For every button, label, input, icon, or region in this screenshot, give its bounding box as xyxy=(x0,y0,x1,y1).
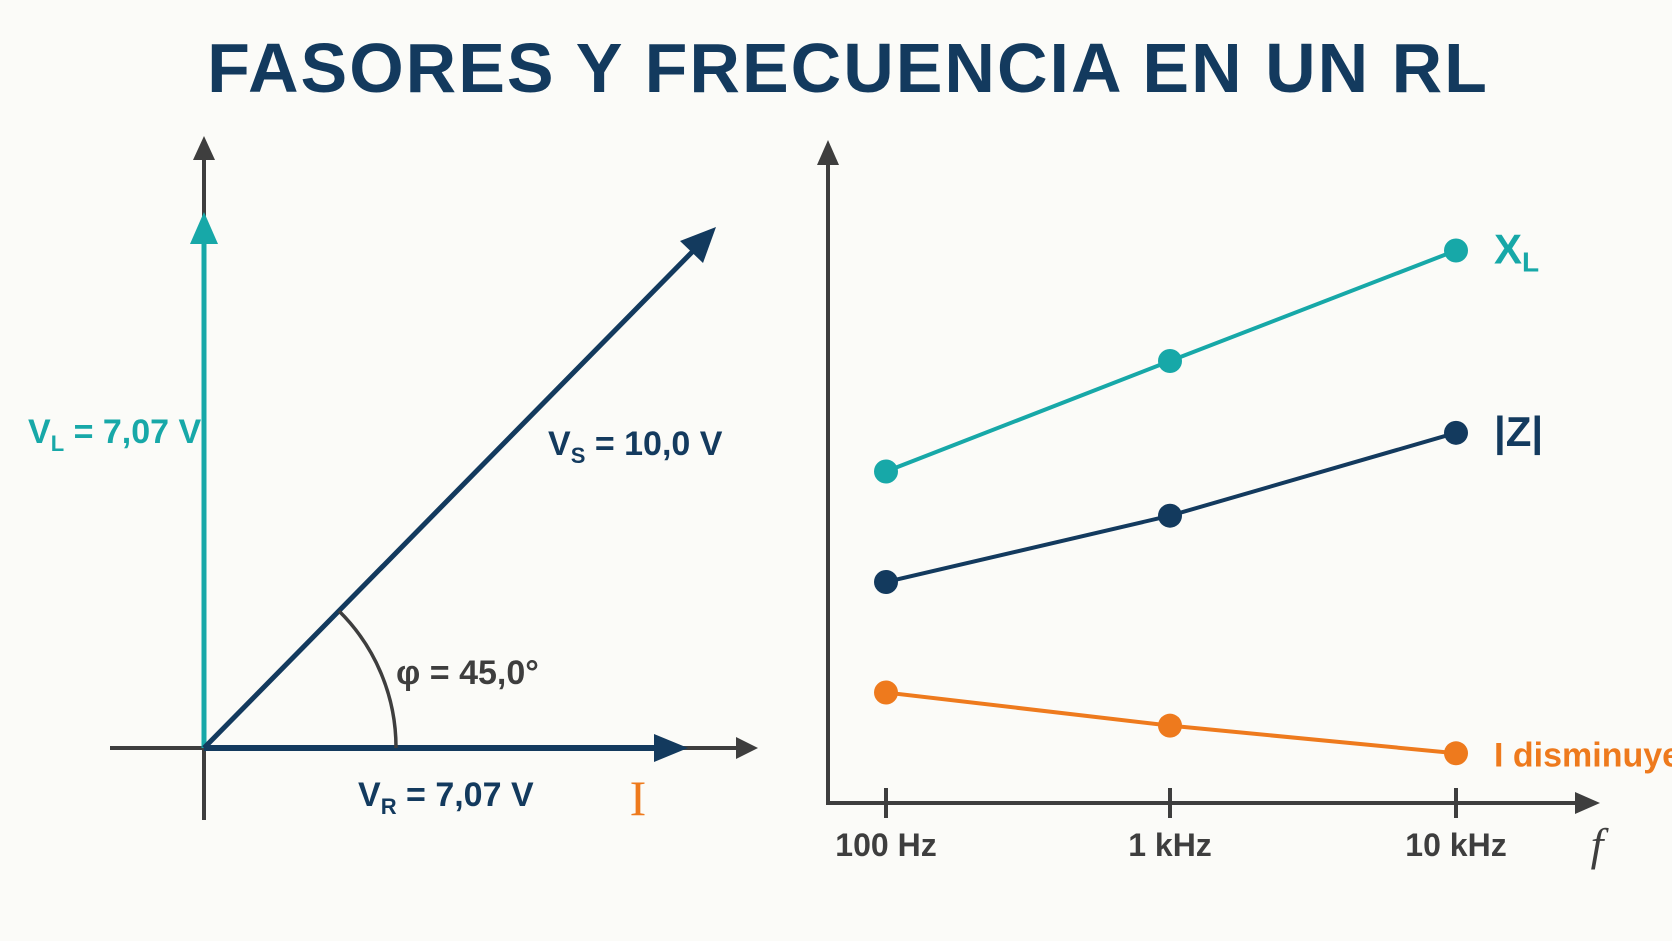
x-tick-label: 10 kHz xyxy=(1405,827,1506,863)
series-label-main: X xyxy=(1494,226,1522,273)
chart-x-axis-arrowhead xyxy=(1575,792,1600,814)
current-label: I xyxy=(630,770,647,826)
data-point xyxy=(874,680,898,705)
chart-labels: XL |Z| I disminuye xyxy=(1494,226,1672,775)
data-point xyxy=(1158,349,1182,373)
vr-symbol: V xyxy=(358,776,381,814)
vr-label: VR = 7,07 V xyxy=(358,776,534,819)
vl-phasor-arrowhead xyxy=(190,212,218,244)
vl-label: VL = 7,07 V xyxy=(28,413,202,456)
vs-label: VS = 10,0 V xyxy=(548,425,723,468)
phase-angle-label: φ = 45,0° xyxy=(396,654,539,692)
vr-phasor-arrowhead xyxy=(654,734,688,762)
chart-ticks: 100 Hz 1 kHz 10 kHz xyxy=(835,788,1507,863)
vs-phasor-arrowhead xyxy=(680,227,716,263)
data-point xyxy=(1158,503,1182,528)
vl-subscript: L xyxy=(51,431,64,456)
vs-phasor xyxy=(202,244,700,750)
series-label-subscript: L xyxy=(1522,247,1539,278)
vl-value: = 7,07 V xyxy=(64,413,201,451)
data-point xyxy=(1444,741,1468,766)
vr-subscript: R xyxy=(381,794,397,819)
data-point xyxy=(874,570,898,594)
chart-x-axis-label: f xyxy=(1591,819,1610,870)
chart-series xyxy=(874,238,1468,766)
vr-value: = 7,07 V xyxy=(397,776,534,814)
data-point xyxy=(1158,713,1182,738)
page-title: FASORES Y FRECUENCIA EN UN RL xyxy=(207,29,1489,107)
series-label: I disminuye xyxy=(1494,736,1672,774)
vl-symbol: V xyxy=(28,413,51,451)
vs-subscript: S xyxy=(571,443,586,468)
phasor-diagram: VL = 7,07 V VS = 10,0 V VR = 7,07 V φ = … xyxy=(28,136,758,826)
data-point xyxy=(874,459,898,484)
phase-angle-arc xyxy=(337,609,398,749)
phasor-x-axis-arrowhead xyxy=(736,737,758,759)
data-point xyxy=(1444,238,1468,263)
series-label: |Z| xyxy=(1494,408,1543,456)
chart-y-axis-arrowhead xyxy=(817,140,839,165)
series-label: XL xyxy=(1494,226,1539,278)
phasor-y-axis-arrowhead xyxy=(193,136,215,160)
vs-value: = 10,0 V xyxy=(585,425,722,463)
x-tick-label: 100 Hz xyxy=(835,827,936,863)
x-tick-label: 1 kHz xyxy=(1128,827,1212,863)
data-point xyxy=(1444,420,1468,445)
frequency-chart: 100 Hz 1 kHz 10 kHz XL |Z| I disminuye f xyxy=(817,140,1672,870)
vs-symbol: V xyxy=(548,425,571,463)
